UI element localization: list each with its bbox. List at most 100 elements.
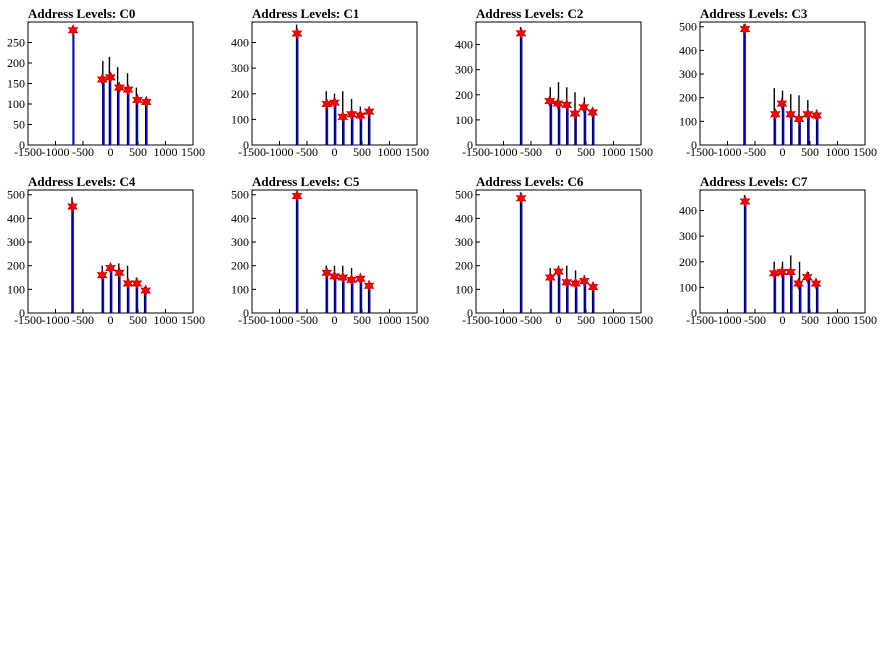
x-tick-label: -500 — [296, 145, 318, 159]
chart-panel: Address Levels: C0-1500 -1000 -500 0 500 1000… — [7, 6, 205, 159]
peak-marker — [776, 97, 788, 110]
peak-marker — [739, 22, 751, 36]
y-tick-label: 100 — [7, 97, 25, 111]
y-tick-label: 100 — [455, 282, 473, 296]
chart-title: Address Levels: C0 — [28, 6, 135, 21]
peak-marker — [515, 27, 527, 40]
peak-marker — [346, 108, 357, 121]
x-tick-label: -1500 — [14, 145, 42, 159]
chart-panel: Address Levels: C6-1500 -1000 -500 0 500 1000… — [455, 174, 653, 327]
x-tick-label: 0 — [332, 145, 338, 159]
x-tick-label: 1500 — [405, 313, 429, 327]
peak-marker — [337, 271, 349, 284]
x-tick-label: 0 — [780, 313, 786, 327]
y-tick-label: 150 — [7, 77, 25, 91]
x-tick-label: -1000 — [490, 145, 518, 159]
x-tick-label: -500 — [296, 313, 318, 327]
chart-panel: Address Levels: C5-1500 -1000 -500 0 500 1000… — [231, 174, 429, 327]
x-tick-label: 500 — [353, 145, 371, 159]
x-tick-label: 1500 — [629, 313, 653, 327]
y-tick-label: 200 — [7, 56, 25, 70]
peak-marker — [544, 94, 556, 108]
y-tick-label: 100 — [679, 114, 697, 128]
y-tick-label: 100 — [231, 112, 249, 126]
y-tick-label: 400 — [7, 211, 25, 225]
chart-title: Address Levels: C2 — [476, 6, 583, 21]
x-tick-label: -1500 — [686, 313, 714, 327]
chart-title: Address Levels: C5 — [252, 174, 360, 189]
x-tick-label: 1500 — [181, 145, 205, 159]
x-tick-label: -500 — [744, 145, 766, 159]
peak-marker — [793, 277, 804, 290]
peak-marker — [354, 272, 366, 285]
chart-title: Address Levels: C7 — [700, 174, 808, 189]
peak-marker — [570, 277, 581, 290]
peak-marker — [291, 189, 303, 203]
peak-marker — [67, 23, 79, 37]
peak-marker — [122, 277, 134, 290]
peak-marker — [561, 98, 573, 112]
x-tick-label: 0 — [108, 145, 114, 159]
peak-marker — [67, 200, 78, 213]
y-tick-label: 100 — [231, 282, 249, 296]
y-tick-label: 0 — [243, 306, 249, 320]
y-tick-label: 200 — [231, 87, 249, 101]
x-tick-label: -500 — [72, 313, 94, 327]
peak-marker — [96, 269, 108, 282]
chart-title: Address Levels: C3 — [700, 6, 808, 21]
peak-marker — [515, 192, 527, 205]
chart-panel: Address Levels: C3-1500 -1000 -500 0 500 1000… — [679, 6, 877, 159]
x-tick-label: 1500 — [629, 145, 653, 159]
y-tick-label: 0 — [691, 306, 697, 320]
peak-marker — [587, 106, 599, 119]
y-tick-label: 300 — [231, 61, 249, 75]
peak-marker — [544, 271, 556, 284]
x-tick-label: -1500 — [462, 145, 490, 159]
y-tick-label: 200 — [679, 91, 697, 105]
y-tick-label: 0 — [19, 306, 25, 320]
x-tick-label: -1000 — [42, 313, 70, 327]
y-tick-label: 50 — [13, 118, 25, 132]
y-tick-label: 200 — [455, 259, 473, 273]
chart-panel: Address Levels: C4-1500 -1000 -500 0 500 1000… — [7, 174, 205, 327]
x-tick-label: -1000 — [714, 313, 742, 327]
y-tick-label: 500 — [231, 188, 249, 202]
chart-panel: Address Levels: C2-1500 -1000 -500 0 500 1000… — [455, 6, 653, 159]
x-tick-label: -1000 — [714, 145, 742, 159]
peak-marker — [769, 108, 781, 121]
x-tick-label: -500 — [520, 145, 542, 159]
peak-marker — [105, 261, 116, 275]
y-tick-label: 0 — [19, 138, 25, 152]
peak-marker — [801, 270, 813, 284]
y-tick-label: 500 — [679, 20, 697, 34]
peak-marker — [552, 97, 564, 110]
y-tick-label: 400 — [231, 211, 249, 225]
x-tick-label: 1500 — [181, 313, 205, 327]
y-tick-label: 100 — [679, 280, 697, 294]
y-tick-label: 0 — [243, 138, 249, 152]
y-tick-label: 0 — [691, 138, 697, 152]
peak-marker — [810, 277, 822, 290]
x-tick-label: 1000 — [602, 313, 626, 327]
x-tick-label: 1000 — [826, 313, 850, 327]
peak-marker — [793, 112, 805, 126]
x-tick-label: 1000 — [378, 145, 402, 159]
peak-marker — [113, 81, 125, 94]
y-tick-label: 300 — [7, 235, 25, 249]
x-tick-label: -1500 — [462, 313, 490, 327]
peak-marker — [140, 284, 152, 297]
peak-marker — [329, 96, 340, 109]
x-tick-label: 0 — [780, 145, 786, 159]
x-tick-label: 1000 — [378, 313, 402, 327]
peak-marker — [291, 27, 303, 40]
y-tick-label: 400 — [231, 36, 249, 50]
peak-marker — [587, 280, 599, 294]
peak-marker — [321, 266, 333, 280]
y-tick-label: 0 — [467, 306, 473, 320]
x-tick-label: 0 — [108, 313, 114, 327]
y-tick-label: 500 — [7, 188, 25, 202]
chart-title: Address Levels: C1 — [252, 6, 359, 21]
x-tick-label: 500 — [353, 313, 371, 327]
peak-marker — [346, 273, 357, 287]
